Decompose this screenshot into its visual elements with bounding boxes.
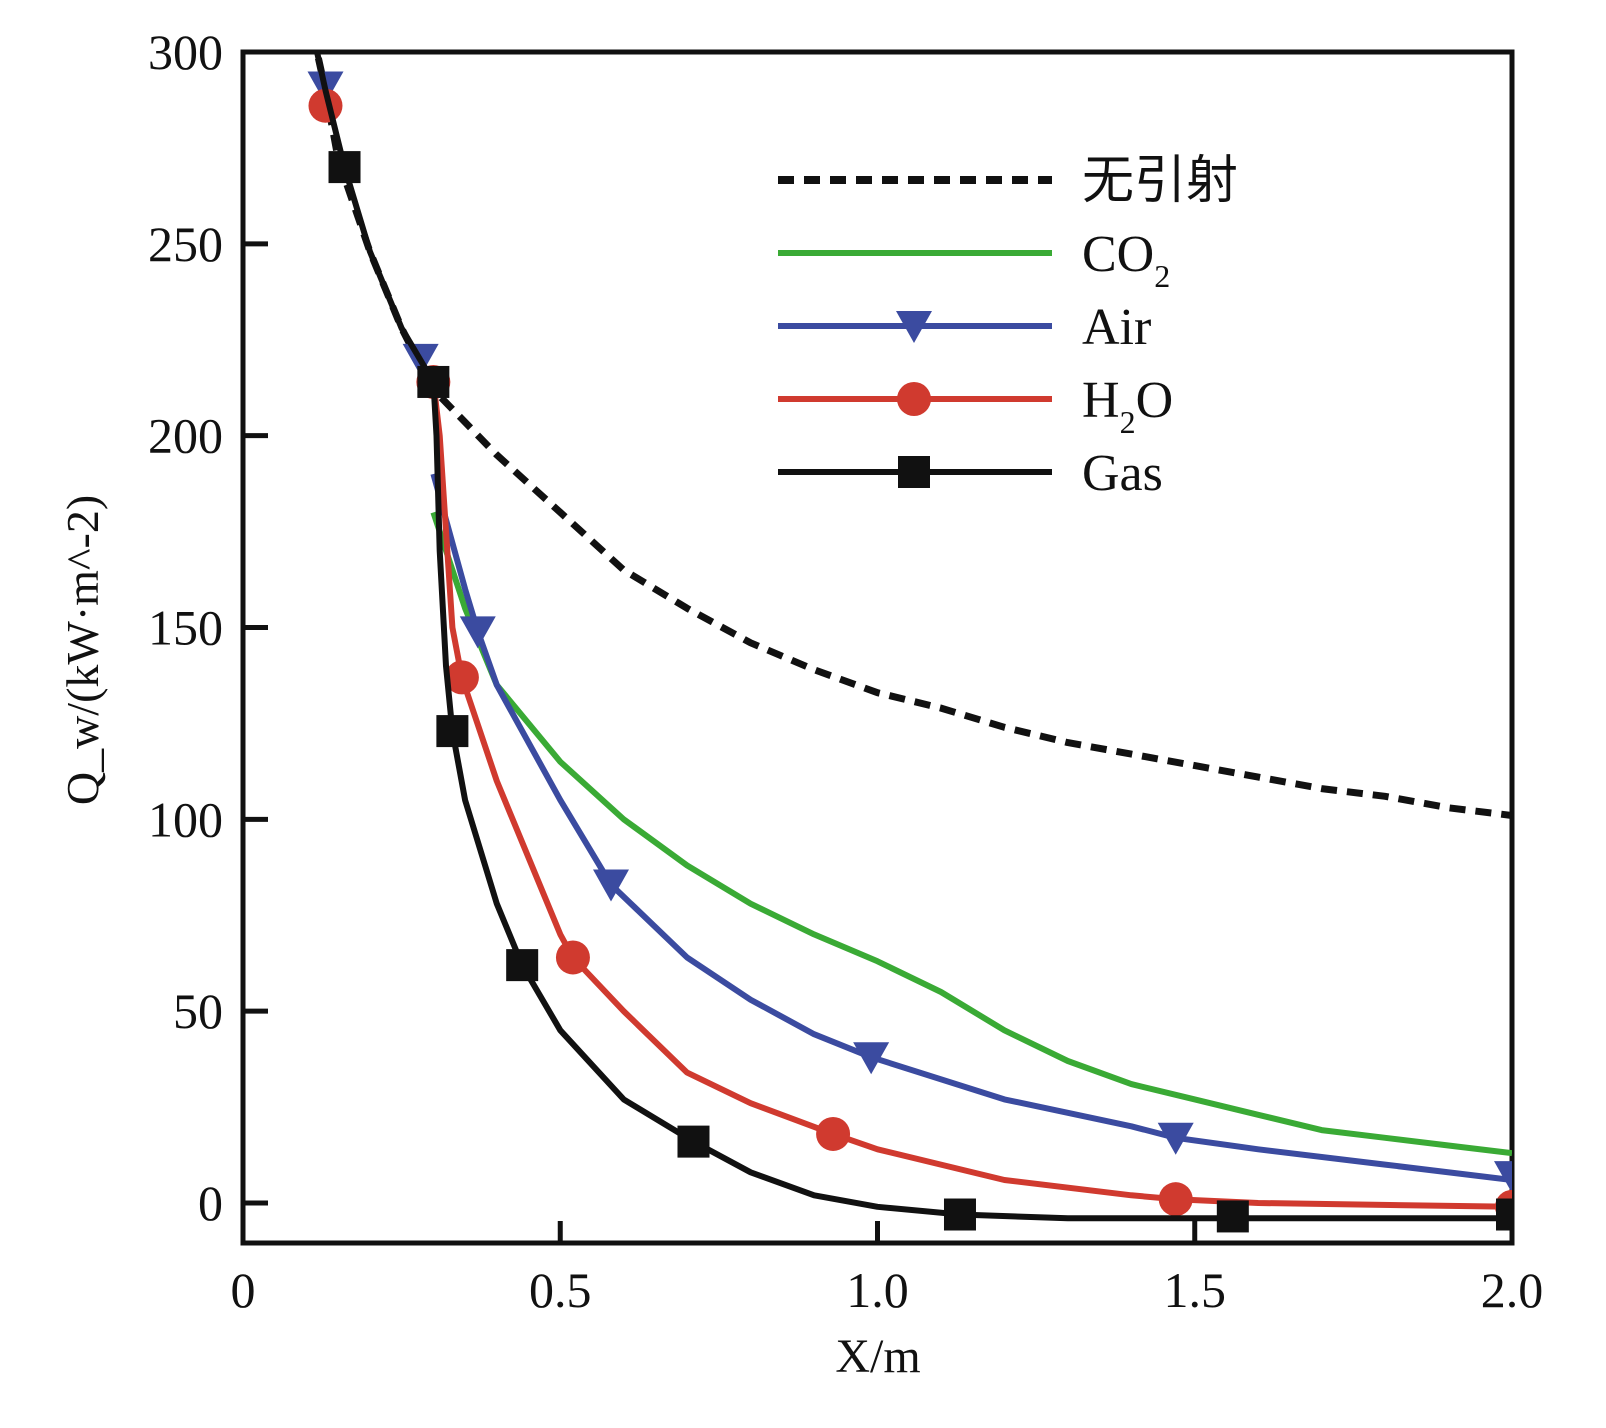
data-point xyxy=(555,940,590,975)
x-tick-label: 0.5 xyxy=(529,1262,592,1318)
y-tick-label: 50 xyxy=(173,983,223,1039)
series-H2O xyxy=(308,88,1512,1224)
data-point xyxy=(436,715,469,748)
data-point xyxy=(677,1125,710,1158)
series-line xyxy=(430,473,1512,1183)
plot-frame xyxy=(240,49,1515,1246)
legend-label: Air xyxy=(1082,299,1151,356)
data-point xyxy=(1158,1182,1193,1217)
data-point xyxy=(1216,1200,1249,1233)
legend-label: 无引射 xyxy=(1082,153,1238,210)
x-tick-label: 1.5 xyxy=(1164,1262,1227,1318)
y-tick-label: 100 xyxy=(148,791,223,847)
series-无引射 xyxy=(313,52,1512,819)
plot-area xyxy=(307,52,1512,1233)
data-point xyxy=(816,1116,851,1151)
data-point xyxy=(943,1198,976,1231)
series-CO2 xyxy=(430,511,1512,1157)
legend-label: CO2 xyxy=(1082,226,1170,294)
x-tick-label: 2.0 xyxy=(1481,1262,1544,1318)
data-point xyxy=(1157,1122,1194,1155)
legend-marker xyxy=(896,311,932,343)
y-tick-label: 200 xyxy=(148,408,223,464)
axes: 0 0.5 1.0 1.5 2.0 0 50 100 150 200 250 300 xyxy=(148,24,1543,1318)
y-tick-label: 250 xyxy=(148,216,223,272)
series-line xyxy=(430,511,1512,1157)
data-point xyxy=(328,151,361,184)
y-tick-label: 0 xyxy=(198,1175,223,1231)
data-point xyxy=(459,616,496,649)
series-Gas xyxy=(313,52,1512,1233)
x-tick-label: 1.0 xyxy=(846,1262,909,1318)
data-point xyxy=(1496,1198,1512,1231)
series-line xyxy=(313,52,1512,819)
data-point xyxy=(593,869,630,902)
series-Air xyxy=(307,71,1512,1194)
data-point xyxy=(417,365,450,398)
y-tick-label: 300 xyxy=(148,24,223,80)
x-tick-label: 0 xyxy=(231,1262,256,1318)
x-axis-label: X/m xyxy=(835,1330,920,1383)
data-point xyxy=(444,660,479,695)
legend-label: Gas xyxy=(1082,445,1163,502)
y-tick-label: 150 xyxy=(148,600,223,656)
series-line xyxy=(313,52,1512,1222)
legend-marker xyxy=(898,456,930,488)
legend-marker xyxy=(897,382,931,416)
data-point xyxy=(506,949,539,982)
data-point xyxy=(853,1042,890,1075)
data-point xyxy=(1494,1161,1512,1194)
y-axis-label: Q_w/(kW·m^-2) xyxy=(57,495,108,805)
legend-label: H2O xyxy=(1082,372,1173,440)
